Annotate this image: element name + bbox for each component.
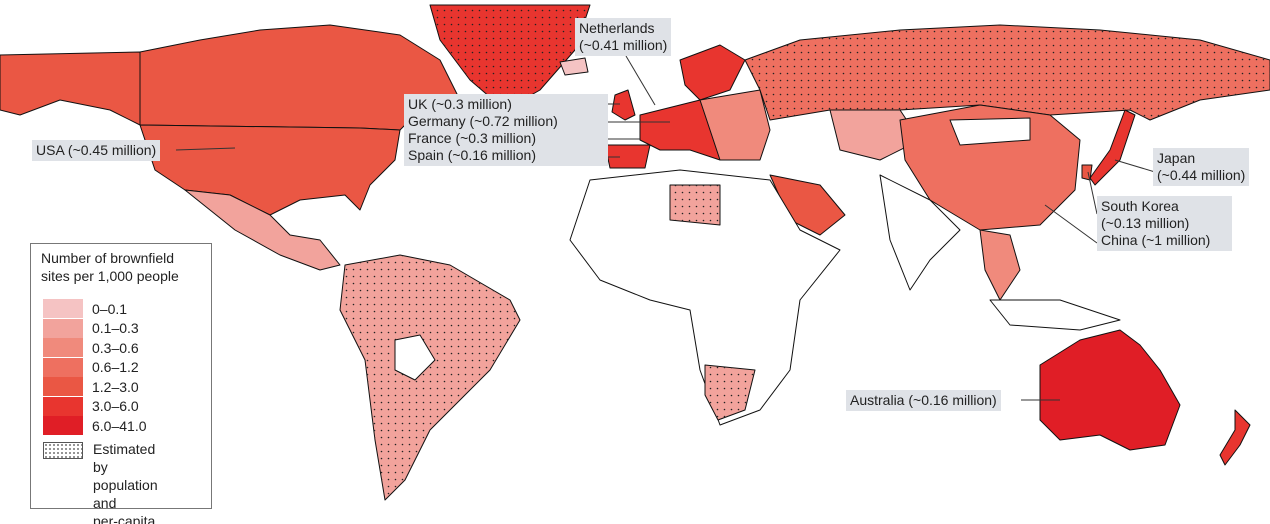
country-spain: [604, 144, 651, 169]
legend-class-label: 6.0–41.0: [92, 417, 147, 434]
region-southeast-asia: [979, 229, 1021, 301]
legend-class: 0.3–0.6: [43, 338, 139, 357]
country-iceland: [559, 57, 589, 76]
dotted-pattern-swatch: [43, 442, 83, 459]
callout-france: France (~0.3 million): [408, 130, 536, 146]
estimated-line1: Estimated by: [93, 441, 156, 475]
region-south-america-dots: [340, 255, 520, 500]
callout-japan-value: (~0.44 million): [1157, 167, 1246, 183]
callout-germany: Germany (~0.72 million): [408, 113, 558, 129]
country-bolivia: [394, 334, 436, 381]
legend-class-label: 0.6–1.2: [92, 359, 139, 375]
region-africa: [569, 169, 841, 426]
callout-australia: Australia (~0.16 million): [846, 390, 1001, 411]
legend-class: 0–0.1: [43, 299, 127, 318]
legend-estimated: Estimated by population and per-capita G…: [43, 441, 158, 524]
country-usa: [139, 124, 401, 216]
legend: Number of brownfield sites per 1,000 peop…: [30, 243, 212, 524]
country-new-zealand: [1219, 409, 1251, 466]
callout-netherlands: Netherlands (~0.41 million): [575, 18, 672, 56]
legend-title-line1: Number of brownfield: [41, 250, 175, 266]
callout-china: China (~1 million): [1101, 232, 1211, 248]
country-south-korea: [1081, 164, 1093, 181]
callout-usa: USA (~0.45 million): [32, 140, 161, 161]
legend-class-label: 0.3–0.6: [92, 339, 139, 356]
legend-swatch: [43, 357, 83, 377]
estimated-line3: per-capita GDP: [93, 513, 156, 524]
legend-class-label: 0.1–0.3: [92, 320, 139, 336]
legend-class: 6.0–41.0: [43, 416, 147, 435]
region-eastern-europe: [699, 89, 771, 161]
country-kazakhstan: [829, 109, 921, 161]
legend-swatch: [43, 416, 83, 435]
legend-class: 1.2–3.0: [43, 377, 139, 396]
country-australia: [1039, 329, 1181, 451]
legend-class-label: 3.0–6.0: [92, 398, 139, 414]
callout-south-korea-value: (~0.13 million): [1101, 215, 1190, 231]
region-scandinavia: [679, 44, 746, 101]
country-mongolia: [949, 117, 1031, 146]
callout-uk: UK (~0.3 million): [408, 96, 512, 112]
country-greenland-dots: [430, 5, 590, 110]
country-mexico: [184, 189, 341, 271]
legend-swatch: [43, 338, 83, 357]
legend-swatch: [43, 396, 83, 416]
country-china: [899, 104, 1081, 231]
legend-swatch: [43, 299, 83, 318]
legend-class: 3.0–6.0: [43, 396, 139, 416]
country-usa-alaska: [0, 51, 141, 126]
legend-class: 0.6–1.2: [43, 357, 139, 377]
legend-class-label: 0–0.1: [92, 300, 128, 317]
callout-netherlands-name: Netherlands: [579, 20, 655, 36]
country-south-africa-dots: [705, 365, 755, 420]
callout-netherlands-value: (~0.41 million): [579, 37, 668, 53]
callout-group-europe: UK (~0.3 million) Germany (~0.72 million…: [404, 94, 608, 166]
legend-swatch: [43, 318, 83, 338]
callout-japan: Japan (~0.44 million): [1153, 148, 1250, 186]
callout-south-korea-name: South Korea: [1101, 198, 1179, 214]
country-russia-dots: [745, 25, 1270, 120]
legend-class: 0.1–0.3: [43, 318, 139, 338]
country-uk: [611, 89, 636, 121]
callout-spain: Spain (~0.16 million): [408, 147, 537, 163]
estimated-line2: population and: [93, 477, 158, 511]
legend-title: Number of brownfield sites per 1,000 peop…: [41, 249, 179, 285]
legend-title-line2: sites per 1,000 people: [41, 268, 179, 284]
region-india: [879, 174, 961, 291]
legend-estimated-text: Estimated by population and per-capita G…: [93, 440, 158, 524]
country-japan: [1089, 109, 1136, 186]
legend-swatch: [43, 377, 83, 396]
callout-korea-china: South Korea (~0.13 million) China (~1 mi…: [1097, 196, 1233, 251]
legend-class-label: 1.2–3.0: [92, 378, 139, 395]
country-libya-dots: [670, 185, 720, 225]
callout-japan-name: Japan: [1157, 150, 1196, 166]
region-indonesia: [989, 299, 1121, 331]
